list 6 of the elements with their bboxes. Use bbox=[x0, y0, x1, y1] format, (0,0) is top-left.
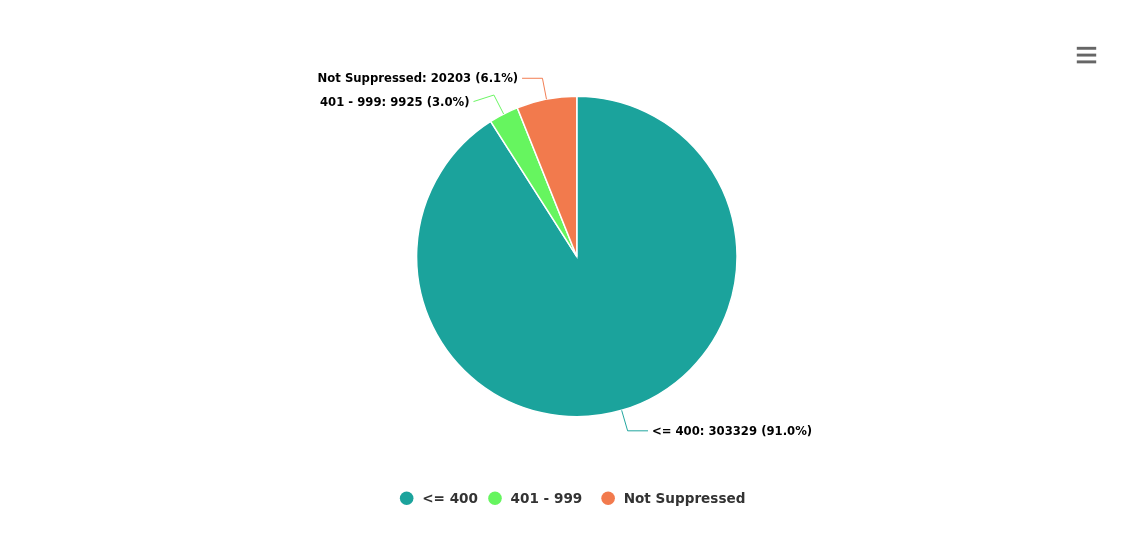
legend-label: <= 400 bbox=[422, 490, 479, 507]
category-label: Not Suppressed: 20203 (6.1%) bbox=[317, 71, 519, 86]
category-label: 401 - 999: 9925 (3.0%) bbox=[320, 94, 470, 109]
legend-label: Not Suppressed bbox=[623, 490, 746, 507]
category-label: <= 400: 303329 (91.0%) bbox=[651, 423, 813, 438]
legend-label: 401 - 999 bbox=[510, 490, 583, 507]
